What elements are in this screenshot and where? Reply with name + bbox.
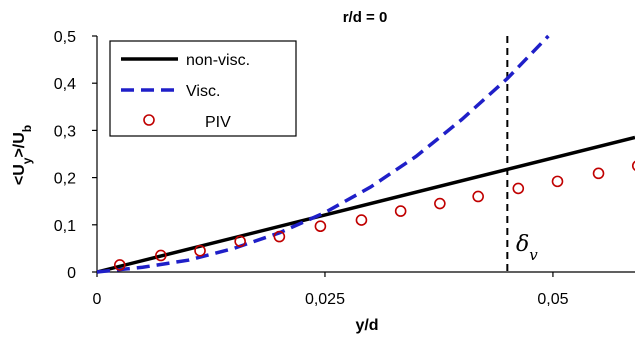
y-tick-label: 0 [67, 265, 76, 282]
legend-swatch-piv [143, 114, 155, 126]
piv-point [551, 175, 564, 188]
piv-point [234, 235, 246, 248]
legend-item-visc: Visc. [121, 83, 220, 100]
legend-label-piv: PIV [205, 114, 231, 131]
piv-point [472, 190, 484, 203]
piv-point [592, 167, 605, 180]
axes [96, 36, 635, 273]
series-line-visc [97, 34, 550, 274]
piv-point [355, 214, 368, 226]
piv-point [113, 259, 126, 271]
piv-point [394, 205, 407, 217]
piv-point [434, 197, 446, 210]
y-tick-label: 0,2 [54, 171, 76, 188]
x-ticks: 0 0,025 0,05 [93, 272, 569, 308]
y-ticks: 0 0,1 0,2 0,3 0,4 0,5 [54, 29, 97, 282]
piv-point [194, 244, 206, 257]
series-piv [113, 160, 635, 271]
delta-v-annotation: δv [516, 232, 538, 264]
x-tick-label: 0 [93, 291, 102, 308]
x-tick-label: 0,05 [537, 291, 568, 308]
piv-point [512, 182, 525, 195]
y-tick-label: 0,4 [54, 76, 76, 93]
y-tick-label: 0,1 [54, 218, 76, 235]
piv-point [273, 230, 286, 243]
y-tick-label: 0,5 [54, 29, 76, 46]
piv-point [314, 220, 327, 233]
x-axis-label: y/d [355, 317, 378, 334]
plot-area [97, 34, 635, 274]
legend-label-non-visc: non-visc. [186, 52, 250, 69]
legend-label-visc: Visc. [186, 83, 220, 100]
legend-item-piv: PIV [143, 114, 231, 131]
x-tick-label: 0,025 [305, 291, 345, 308]
legend: non-visc. Visc. PIV [109, 40, 297, 137]
legend-item-non-visc: non-visc. [121, 52, 250, 69]
delta-v-label: δv [516, 232, 538, 264]
chart-title: r/d = 0 [343, 9, 388, 26]
piv-point [631, 160, 635, 171]
piv-point [155, 249, 167, 262]
y-axis-label: <Uy>/Ub [11, 125, 34, 185]
y-tick-label: 0,3 [54, 123, 76, 140]
series-line-non-visc [97, 135, 635, 274]
